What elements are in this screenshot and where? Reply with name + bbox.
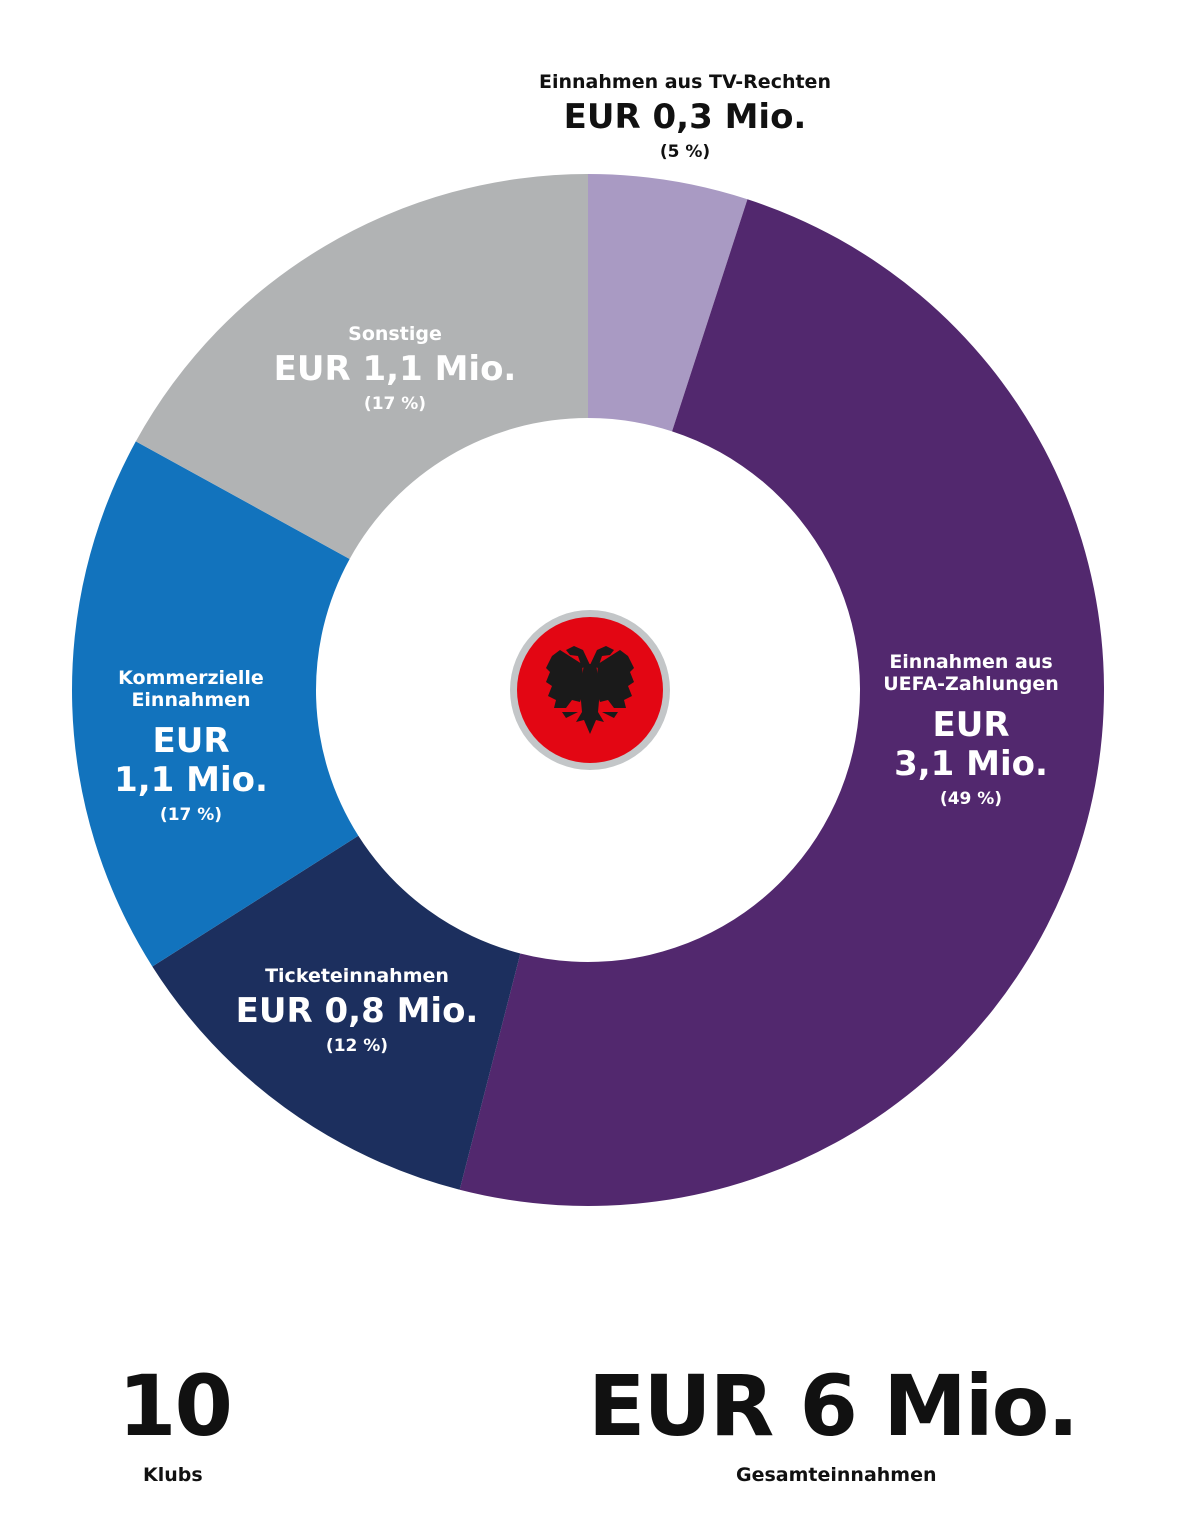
label-uefa: Einnahmen aus UEFA-Zahlungen EUR 3,1 Mio… (846, 651, 1096, 809)
label-other-amount: EUR 1,1 Mio. (273, 348, 517, 389)
label-commercial-name-line2: Einnahmen (131, 688, 251, 711)
label-tv-percent: (5 %) (659, 141, 711, 162)
label-tv-name: Einnahmen aus TV-Rechten (539, 71, 831, 93)
label-uefa-amount-line2: 3,1 Mio. (894, 743, 1048, 784)
total-revenue-caption: Gesamteinnahmen (736, 1464, 937, 1486)
label-tickets: Ticketeinnahmen EUR 0,8 Mio. (12 %) (207, 965, 507, 1056)
label-other-percent: (17 %) (363, 393, 427, 414)
segment-other (135, 174, 589, 559)
label-other-name: Sonstige (348, 323, 442, 345)
label-tv: Einnahmen aus TV-Rechten EUR 0,3 Mio. (5… (480, 71, 890, 162)
label-uefa-name-line2: UEFA-Zahlungen (883, 672, 1059, 695)
label-commercial: Kommerzielle Einnahmen EUR 1,1 Mio. (17 … (80, 667, 302, 825)
label-commercial-percent: (17 %) (159, 804, 223, 825)
label-commercial-amount-line2: 1,1 Mio. (114, 759, 268, 800)
label-uefa-name-line1: Einnahmen aus (889, 651, 1053, 673)
segment-tickets (152, 835, 521, 1190)
label-commercial-name-line1: Kommerzielle (118, 667, 264, 689)
label-tv-amount: EUR 0,3 Mio. (563, 96, 807, 137)
label-uefa-amount-line1: EUR (932, 704, 1010, 745)
flag-emblem (510, 610, 670, 770)
label-other: Sonstige EUR 1,1 Mio. (17 %) (245, 323, 545, 414)
label-tickets-percent: (12 %) (325, 1035, 389, 1056)
eagle-icon (546, 646, 634, 734)
label-tickets-name: Ticketeinnahmen (265, 965, 449, 987)
label-uefa-percent: (49 %) (939, 788, 1003, 809)
segment-commercial (71, 441, 359, 967)
segment-tv (588, 174, 748, 432)
label-commercial-amount-line1: EUR (152, 720, 230, 761)
clubs-caption: Klubs (143, 1464, 203, 1486)
clubs-count: 10 (118, 1357, 233, 1455)
label-tickets-amount: EUR 0,8 Mio. (235, 990, 479, 1031)
total-revenue: EUR 6 Mio. (588, 1357, 1079, 1455)
segment-uefa (459, 199, 1105, 1207)
